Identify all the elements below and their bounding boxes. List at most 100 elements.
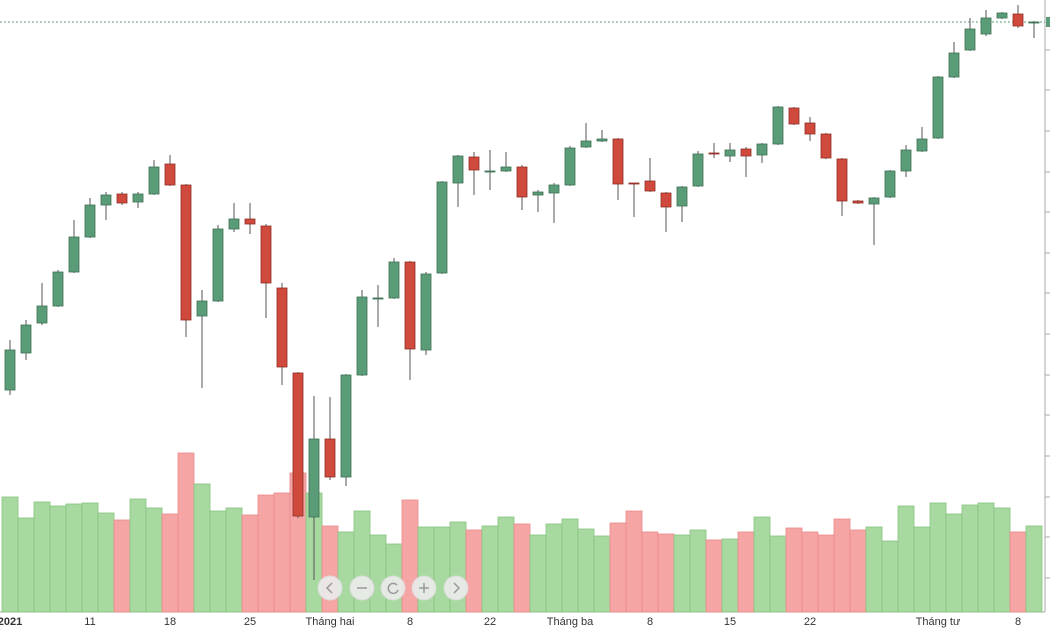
candle-body [100, 194, 112, 206]
x-tick-label: 11 [84, 616, 95, 628]
candle-body [324, 438, 336, 478]
candle-body [452, 155, 464, 184]
volume-bar [97, 512, 115, 613]
volume-bar [113, 519, 131, 613]
candle-body [260, 225, 272, 284]
nav-controls [317, 575, 469, 601]
volume-bar [881, 540, 899, 613]
volume-bar [17, 517, 35, 613]
volume-bar [977, 502, 995, 613]
volume-bar [705, 539, 723, 613]
candle-body [372, 297, 384, 300]
volume-bar [945, 513, 963, 613]
volume-bar [801, 531, 819, 613]
candle-body [884, 170, 896, 198]
candle-body [84, 204, 96, 238]
volume-bar [1, 496, 19, 613]
candle-body [228, 218, 240, 230]
candle-body [996, 12, 1008, 19]
candle-body [212, 228, 224, 302]
volume-bar [481, 525, 499, 613]
candle-body [580, 140, 592, 148]
x-tick-label: 25 [244, 616, 256, 628]
volume-bar [225, 507, 243, 613]
nav-next[interactable] [443, 575, 469, 601]
volume-bar [689, 529, 707, 613]
x-tick-label: 22 [484, 616, 496, 628]
volume-bar [833, 518, 851, 613]
candle-body [692, 153, 704, 187]
candle-body [772, 106, 784, 145]
x-tick-label: Tháng hai [306, 616, 355, 628]
volume-bar [609, 522, 627, 613]
volume-bar [577, 528, 595, 613]
x-tick-label: Tháng ba [547, 616, 594, 628]
x-tick-label: 8 [407, 616, 413, 628]
candle-body [20, 324, 32, 354]
candle-body [980, 17, 992, 35]
candle-body [788, 107, 800, 125]
volume-bar [161, 513, 179, 613]
candle-body [516, 166, 528, 198]
candle-body [436, 181, 448, 274]
candle-body [52, 271, 64, 307]
volume-bar [145, 507, 163, 613]
candle-body [836, 158, 848, 202]
volume-bar [241, 514, 259, 613]
volume-bar [785, 527, 803, 613]
volume-bar [545, 523, 563, 613]
volume-bar [1009, 531, 1027, 613]
candle-body [916, 138, 928, 152]
volume-bar [33, 501, 51, 613]
candle-body [244, 218, 256, 225]
candle-body [932, 76, 944, 139]
candle-body [948, 52, 960, 78]
candle-body [740, 148, 752, 157]
candle-body [132, 193, 144, 203]
volume-bar [849, 529, 867, 613]
volume-bar [337, 531, 355, 613]
candle-body [404, 261, 416, 350]
candle-body [1028, 21, 1040, 24]
candle-body [340, 374, 352, 478]
candle-body [356, 296, 368, 376]
x-tick-label: 15 [724, 616, 736, 628]
volume-bar [753, 516, 771, 613]
candle-body [868, 197, 880, 205]
candle-body [756, 143, 768, 156]
volume-bar [257, 494, 275, 613]
volume-bar [465, 529, 483, 613]
candle-body [852, 200, 864, 204]
volume-bar [673, 534, 691, 613]
candle-body [612, 138, 624, 185]
volume-bar [513, 523, 531, 613]
volume-bar [641, 531, 659, 613]
volume-bar [561, 518, 579, 613]
candle-body [36, 305, 48, 324]
candle-body [900, 149, 912, 172]
volume-bar [529, 534, 547, 613]
candle-body [196, 300, 208, 317]
candle-body [820, 133, 832, 159]
volume-bar [769, 535, 787, 613]
volume-bar [961, 504, 979, 613]
nav-prev[interactable] [317, 575, 343, 601]
candle-body [804, 122, 816, 135]
candle-body [676, 186, 688, 207]
candle-body [644, 180, 656, 192]
volume-bar [593, 535, 611, 613]
x-tick-label: 18 [164, 616, 176, 628]
candle-body [68, 236, 80, 273]
volume-bar [433, 526, 451, 613]
reset[interactable] [380, 575, 406, 601]
volume-bar [625, 510, 643, 613]
candle-body [116, 193, 128, 204]
plot: 2021 11 18 25 Tháng hai 8 22 Tháng ba 8 15 22 Tháng… [0, 5, 1050, 628]
price-tag [1046, 17, 1050, 27]
volume-bar [65, 503, 83, 613]
x-tick-label: Tháng tư [916, 616, 961, 628]
volume-bar [193, 483, 211, 613]
volume-bar [993, 507, 1011, 613]
candle-body [548, 184, 560, 194]
